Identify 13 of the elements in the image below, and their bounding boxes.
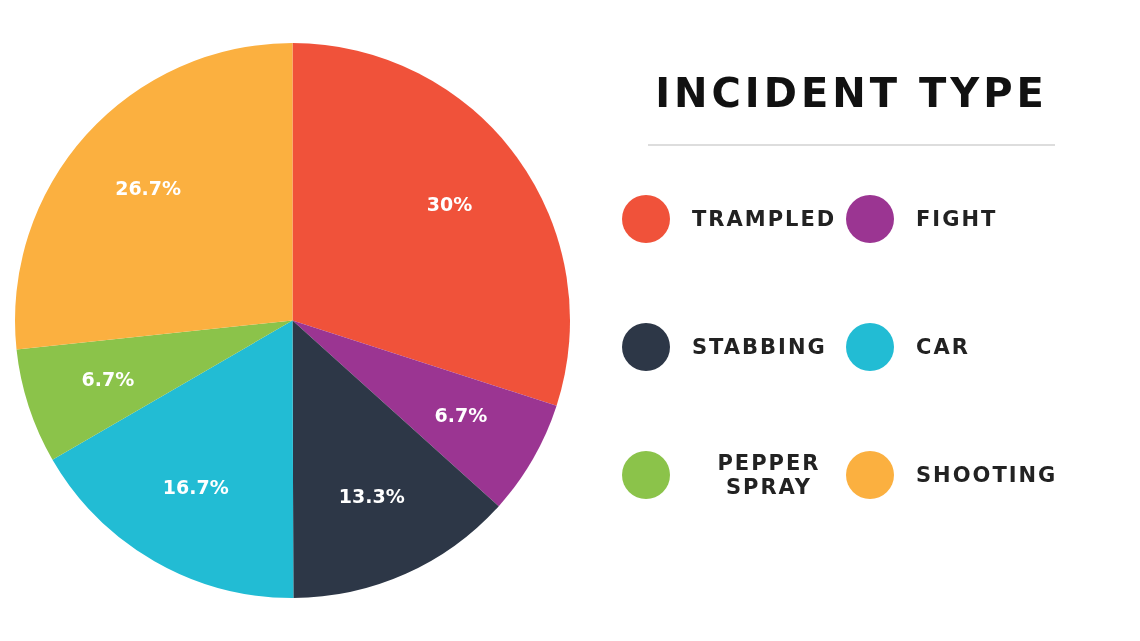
data-label: 26.7%	[115, 177, 182, 200]
data-label: 13.3%	[338, 484, 405, 507]
legend-label: FIGHT	[916, 207, 998, 231]
data-label: 30%	[426, 193, 473, 216]
legend-title: INCIDENT TYPE	[648, 70, 1055, 146]
legend-label: PEPPER SPRAY	[716, 451, 822, 499]
data-label: 6.7%	[434, 404, 488, 427]
legend-label: SHOOTING	[916, 463, 1058, 487]
data-label: 6.7%	[81, 367, 135, 390]
data-label: 16.7%	[162, 475, 229, 498]
legend-label: CAR	[916, 335, 970, 359]
legend-label: STABBING	[692, 335, 827, 359]
legend-label: TRAMPLED	[692, 207, 837, 231]
